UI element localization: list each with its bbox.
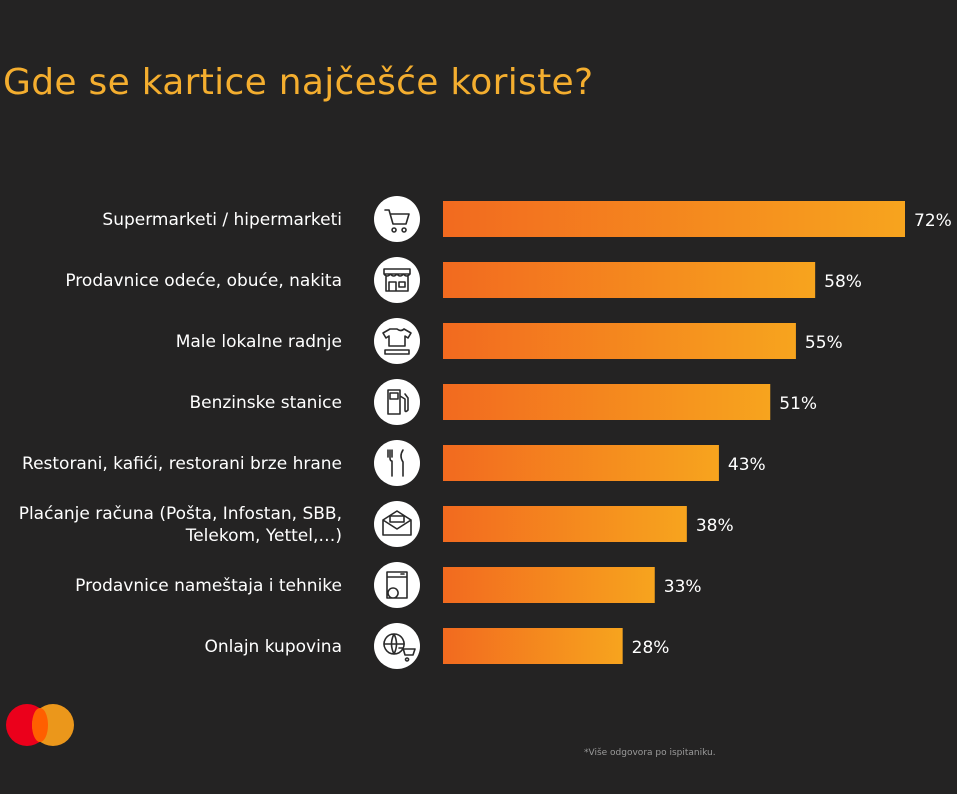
category-label: Plaćanje računa (Pošta, Infostan, SBB, Te… xyxy=(19,504,342,546)
category-label: Male lokalne radnje xyxy=(176,332,342,352)
shirt-icon xyxy=(374,318,420,364)
bar-row: Male lokalne radnje 55% xyxy=(176,318,843,364)
bar xyxy=(443,628,623,664)
fork-knife-icon xyxy=(374,440,420,486)
bar-row: Benzinske stanice 51% xyxy=(189,379,817,425)
bar xyxy=(443,506,687,542)
washing-machine-icon xyxy=(374,562,420,608)
bar-row: Prodavnice nameštaja i tehnike 33% xyxy=(75,562,702,608)
bar-row: Plaćanje računa (Pošta, Infostan, SBB, Te… xyxy=(19,501,734,547)
bar-row: Supermarketi / hipermarketi 72% xyxy=(102,196,952,242)
category-label: Benzinske stanice xyxy=(189,393,342,413)
bar xyxy=(443,445,719,481)
value-label: 43% xyxy=(728,455,766,475)
brand-logo xyxy=(6,704,74,748)
category-label: Prodavnice odeće, obuće, nakita xyxy=(65,271,342,291)
value-label: 28% xyxy=(632,638,670,658)
bar xyxy=(443,201,905,237)
bar-row: Prodavnice odeće, obuće, nakita 58% xyxy=(65,257,862,303)
value-label: 38% xyxy=(696,516,734,536)
bar xyxy=(443,567,655,603)
chart-title: Gde se kartice najčešće koriste? xyxy=(3,62,594,103)
category-label: Prodavnice nameštaja i tehnike xyxy=(75,576,342,596)
globe-cart-icon xyxy=(374,623,420,669)
footnote: *Više odgovora po ispitaniku. xyxy=(584,748,716,758)
category-label: Restorani, kafići, restorani brze hrane xyxy=(22,454,342,474)
storefront-icon xyxy=(374,257,420,303)
category-label: Supermarketi / hipermarketi xyxy=(102,210,342,230)
value-label: 33% xyxy=(664,577,702,597)
bar xyxy=(443,262,816,298)
value-label: 72% xyxy=(914,211,952,231)
category-label: Onlajn kupovina xyxy=(205,637,342,657)
value-label: 51% xyxy=(779,394,817,414)
bar-row: Onlajn kupovina 28% xyxy=(205,623,670,669)
bar xyxy=(443,323,796,359)
value-label: 55% xyxy=(805,333,843,353)
bar-row: Restorani, kafići, restorani brze hrane 4… xyxy=(22,440,766,486)
cart-icon xyxy=(374,196,420,242)
fuel-pump-icon xyxy=(374,379,420,425)
envelope-icon xyxy=(374,501,420,547)
value-label: 58% xyxy=(824,272,862,292)
bar xyxy=(443,384,771,420)
